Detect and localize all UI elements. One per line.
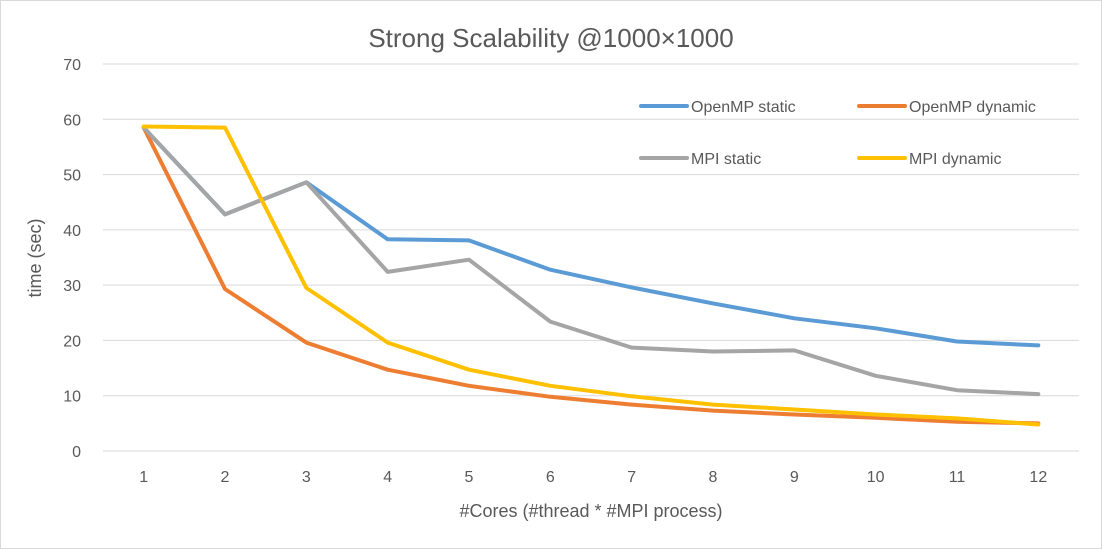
x-tick-label: 5 — [465, 469, 474, 486]
y-tick-label: 30 — [63, 278, 81, 295]
y-tick-label: 40 — [63, 223, 81, 240]
x-tick-label: 3 — [302, 469, 311, 486]
y-tick-label: 20 — [63, 333, 81, 350]
series-lines — [141, 124, 1041, 427]
x-tick-label: 2 — [221, 469, 230, 486]
x-tick-label: 10 — [867, 469, 885, 486]
x-axis-ticks: 1 2 3 4 5 6 7 8 9 10 11 12 — [139, 469, 1047, 486]
legend-label-openmp-dynamic: OpenMP dynamic — [909, 99, 1036, 116]
gridlines — [103, 63, 1079, 452]
legend-label-mpi-dynamic: MPI dynamic — [909, 151, 1001, 168]
chart-title: Strong Scalability @1000×1000 — [368, 23, 733, 53]
y-tick-label: 50 — [63, 168, 81, 185]
series-line-mpi-static — [141, 125, 1041, 397]
y-tick-label: 0 — [72, 444, 81, 461]
x-axis-label: #Cores (#thread * #MPI process) — [459, 501, 722, 521]
series-line-mpi-dynamic — [141, 124, 1041, 427]
legend-label-mpi-static: MPI static — [691, 151, 761, 168]
x-tick-label: 7 — [627, 469, 636, 486]
y-tick-label: 10 — [63, 389, 81, 406]
x-tick-label: 4 — [383, 469, 392, 486]
series-line-openmp-static — [141, 125, 1041, 348]
series-line-openmp-dynamic — [141, 125, 1041, 426]
x-tick-label: 6 — [546, 469, 555, 486]
x-tick-label: 9 — [790, 469, 799, 486]
y-tick-label: 70 — [63, 57, 81, 74]
x-tick-label: 8 — [709, 469, 718, 486]
x-tick-label: 11 — [949, 469, 966, 486]
legend-label-openmp-static: OpenMP static — [691, 99, 796, 116]
legend: OpenMP static OpenMP dynamic MPI static MPI… — [639, 99, 1036, 168]
x-tick-label: 12 — [1029, 469, 1047, 486]
x-tick-label: 1 — [139, 469, 148, 486]
y-axis-label: time (sec) — [25, 218, 45, 297]
y-axis-ticks: 0 10 20 30 40 50 60 70 — [63, 57, 81, 461]
y-tick-label: 60 — [63, 112, 81, 129]
